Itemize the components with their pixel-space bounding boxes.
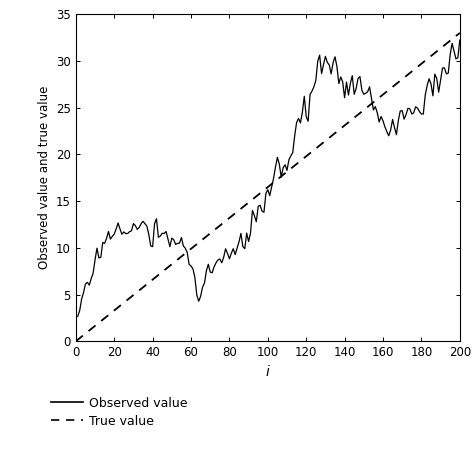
X-axis label: i: i [266, 365, 270, 379]
Legend: Observed value, True value: Observed value, True value [51, 397, 187, 428]
Y-axis label: Observed value and true value: Observed value and true value [37, 86, 51, 269]
